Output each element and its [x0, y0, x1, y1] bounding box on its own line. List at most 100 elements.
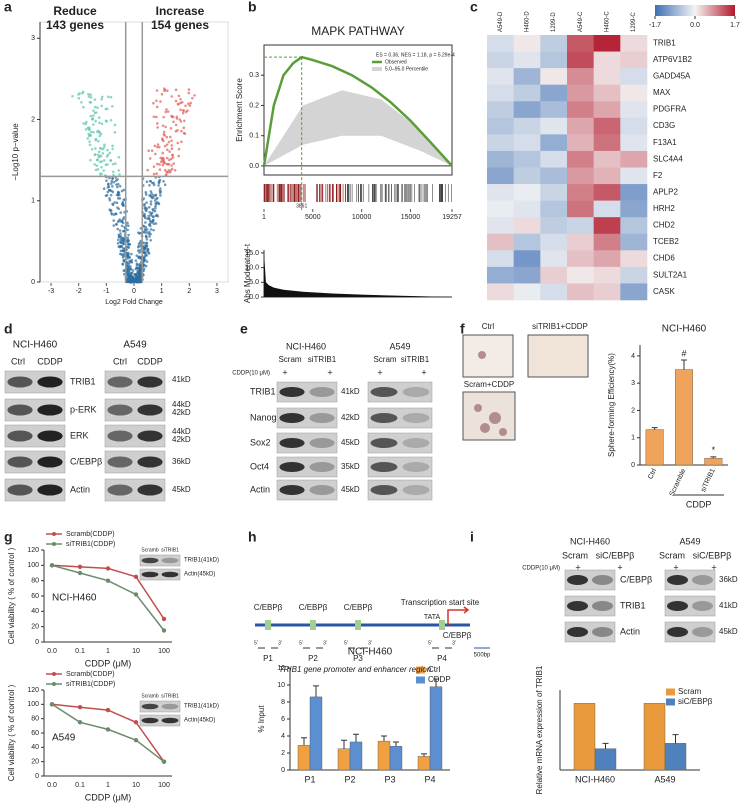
- blot-band: [692, 601, 713, 611]
- point-decor: [151, 207, 155, 211]
- bar: [643, 703, 666, 771]
- point-decor: [108, 176, 111, 180]
- point-decor: [120, 189, 124, 193]
- blot-band: [107, 484, 133, 496]
- point-decor: [139, 269, 142, 272]
- point-decor: [86, 126, 90, 130]
- row-label: Oct4: [250, 461, 269, 471]
- y-tick-label: 40: [31, 744, 39, 751]
- legend-swatch: [372, 67, 382, 71]
- x-tick-label: 10: [132, 782, 140, 789]
- lane-label: siTRIB1: [308, 355, 337, 364]
- point-decor: [151, 215, 155, 218]
- point-decor: [159, 187, 162, 190]
- legend-label: siC/EBPβ: [678, 697, 713, 706]
- z-tick-label: 1.7: [730, 22, 740, 29]
- point-decor: [155, 89, 159, 92]
- point-decor: [148, 230, 151, 234]
- point-decor: [112, 219, 115, 222]
- point-decor: [94, 119, 97, 123]
- size-label: 44kD: [172, 400, 191, 409]
- y-axis-label: Enrichment Score: [235, 78, 244, 142]
- blot-band: [37, 404, 63, 416]
- blot-band: [592, 601, 613, 611]
- blot-band: [107, 404, 133, 416]
- point-decor: [145, 180, 149, 184]
- y-tick-label: 40: [31, 608, 39, 615]
- row-label: Actin(45kD): [184, 572, 215, 578]
- lane-label: CDDP: [37, 356, 63, 366]
- blot-band: [370, 387, 398, 397]
- point-decor: [161, 138, 164, 142]
- series-point: [133, 737, 139, 743]
- heat-cell: [620, 200, 648, 218]
- blot-band: [667, 575, 688, 585]
- series-point: [105, 566, 111, 571]
- point-decor: [145, 237, 149, 241]
- point-decor: [118, 173, 121, 176]
- point-decor: [175, 115, 179, 119]
- point-decor: [131, 275, 135, 279]
- heat-cell: [513, 35, 541, 52]
- row-label: TCEB2: [653, 237, 679, 246]
- point-decor: [144, 264, 148, 268]
- point-decor: [126, 236, 130, 240]
- point-decor: [130, 280, 134, 284]
- size-label: 42kD: [341, 413, 360, 422]
- point-decor: [155, 172, 159, 175]
- blot-band: [161, 571, 179, 578]
- point-decor: [116, 220, 120, 224]
- point-decor: [153, 206, 157, 210]
- point-decor: [110, 211, 113, 215]
- point-decor: [84, 122, 88, 126]
- point-decor: [119, 241, 123, 245]
- x-tick-label: 19257: [442, 214, 462, 221]
- heat-cell: [487, 150, 514, 168]
- heat-cell: [540, 266, 568, 284]
- heat-cell: [567, 35, 594, 52]
- point-decor: [184, 104, 187, 108]
- lane-label: siTRIB1: [161, 547, 179, 553]
- column-label: 1299-D: [551, 12, 557, 32]
- point-decor: [109, 209, 113, 212]
- y-tick-label: 120: [27, 547, 39, 554]
- point-decor: [128, 267, 132, 271]
- x-tick-label: 1: [262, 214, 266, 221]
- point-decor: [138, 249, 141, 252]
- point-decor: [180, 140, 183, 144]
- point-decor: [157, 179, 161, 183]
- heat-cell: [620, 150, 648, 168]
- point-decor: [97, 139, 100, 143]
- point-decor: [126, 253, 129, 256]
- heat-cell: [487, 101, 514, 119]
- size-label: 36kD: [719, 575, 738, 584]
- y-axis-label: Cell viability ( % of control ): [7, 547, 16, 644]
- point-decor: [167, 140, 171, 144]
- point-decor: [106, 148, 109, 152]
- point-decor: [149, 238, 153, 242]
- point-decor: [126, 273, 129, 276]
- annotation: Increase: [156, 4, 205, 18]
- y-tick-label: 12: [277, 665, 285, 672]
- point-decor: [163, 183, 167, 187]
- cell-line-label: NCI-H460: [13, 340, 58, 351]
- point-decor: [152, 196, 155, 199]
- blot-band: [137, 376, 163, 388]
- point-decor: [155, 162, 159, 166]
- y-tick-label: 0: [35, 773, 39, 780]
- point-decor: [158, 168, 162, 171]
- x-tick-label: 0: [132, 288, 136, 295]
- point-decor: [128, 275, 132, 279]
- heat-cell: [540, 101, 568, 119]
- legend-label: Scram: [678, 687, 701, 696]
- x-tick-label: P2: [344, 774, 355, 784]
- blot-band: [370, 413, 398, 423]
- point-decor: [127, 246, 131, 249]
- point-decor: [104, 107, 108, 111]
- row-label: p-ERK: [70, 404, 97, 414]
- series-point: [49, 563, 55, 568]
- blot-band: [567, 601, 588, 611]
- x-tick-label: 100: [158, 648, 170, 655]
- legend-swatch: [416, 666, 425, 674]
- size-label: 41kD: [172, 375, 191, 384]
